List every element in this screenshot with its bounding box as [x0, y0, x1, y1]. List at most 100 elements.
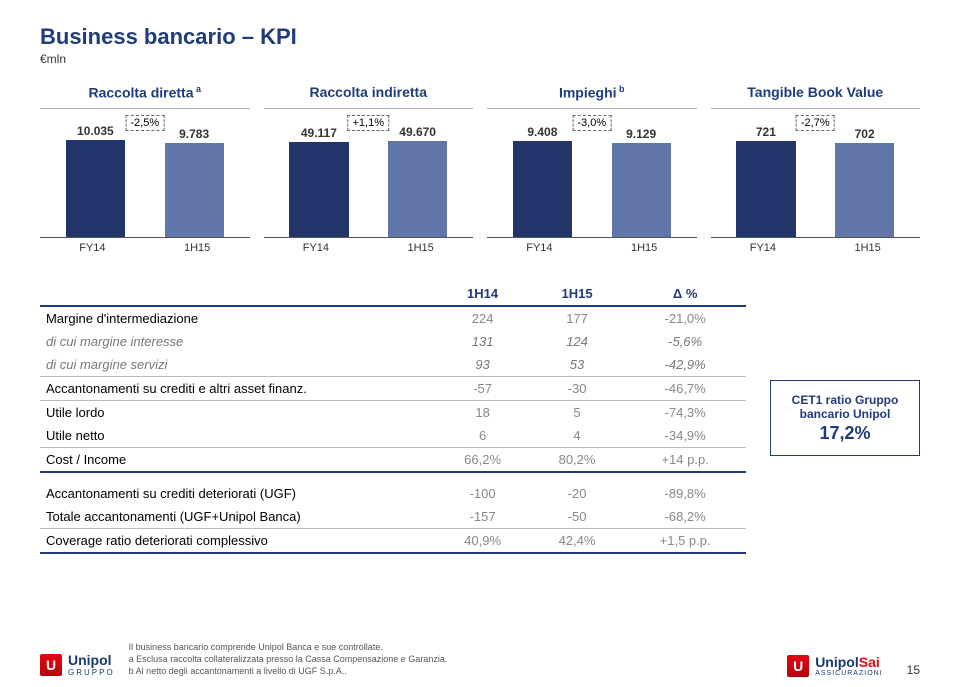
cell: -20 — [530, 482, 624, 505]
chart-area: -3,0% 9.408 9.129 — [487, 108, 697, 238]
bar: 721 — [717, 125, 816, 237]
cell: 93 — [435, 353, 529, 377]
axis-label: FY14 — [487, 242, 592, 254]
chart-delta-label: -2,7% — [796, 115, 835, 131]
chart-block: Impieghi b -3,0% 9.408 9.129 FY141H15 — [487, 84, 697, 254]
chart-axis-labels: FY141H15 — [487, 242, 697, 254]
axis-label: FY14 — [40, 242, 145, 254]
bar-value: 49.670 — [399, 125, 436, 139]
cell: -57 — [435, 377, 529, 401]
chart-delta-label: +1,1% — [348, 115, 390, 131]
bar: 9.129 — [592, 127, 691, 237]
table-row: di cui margine servizi9353-42,9% — [40, 353, 746, 377]
table-row: Utile netto64-34,9% — [40, 424, 746, 448]
bar-value: 9.408 — [527, 125, 557, 139]
cell: +1,5 p.p. — [624, 529, 746, 554]
logo-right-b: Sai — [859, 654, 880, 670]
cell: -5,6% — [624, 330, 746, 353]
table-row: Accantonamenti su crediti e altri asset … — [40, 377, 746, 401]
row-label: di cui margine servizi — [40, 353, 435, 377]
badge-line1: CET1 ratio Gruppo — [792, 393, 899, 407]
cet1-badge: CET1 ratio Gruppo bancario Unipol 17,2% — [770, 380, 920, 456]
bar-rect — [165, 143, 224, 237]
chart-title: Tangible Book Value — [747, 84, 883, 102]
cell: 224 — [435, 306, 529, 330]
cell: 42,4% — [530, 529, 624, 554]
badge-value: 17,2% — [819, 423, 870, 444]
bar-value: 9.129 — [626, 127, 656, 141]
cell: 5 — [530, 401, 624, 425]
bar-rect — [736, 141, 795, 237]
footnotes: Il business bancario comprende Unipol Ba… — [129, 641, 448, 677]
table-header: 1H15 — [530, 282, 624, 306]
cell: -157 — [435, 505, 529, 529]
row-label: Accantonamenti su crediti deteriorati (U… — [40, 482, 435, 505]
axis-label: FY14 — [264, 242, 369, 254]
footnote-1: Il business bancario comprende Unipol Ba… — [129, 641, 448, 653]
logo-right-a: Unipol — [815, 654, 859, 670]
chart-block: Raccolta diretta a -2,5% 10.035 9.783 FY141H… — [40, 84, 250, 254]
charts-row: Raccolta diretta a-2,5%10.0359.783FY141H… — [40, 84, 920, 254]
chart-axis-labels: FY141H15 — [711, 242, 921, 254]
chart-block: Tangible Book Value -2,7% 721 702 FY141H15 — [711, 84, 921, 254]
cell: 4 — [530, 424, 624, 448]
row-label: Coverage ratio deteriorati complessivo — [40, 529, 435, 554]
chart-title: Impieghi b — [559, 84, 625, 102]
cell: 66,2% — [435, 448, 529, 473]
table-row: di cui margine interesse131124-5,6% — [40, 330, 746, 353]
chart-title: Raccolta diretta a — [88, 84, 201, 102]
table-row: Cost / Income66,2%80,2%+14 p.p. — [40, 448, 746, 473]
axis-label: 1H15 — [145, 242, 250, 254]
row-label: Margine d'intermediazione — [40, 306, 435, 330]
cell: 177 — [530, 306, 624, 330]
table-row: Margine d'intermediazione224177-21,0% — [40, 306, 746, 330]
logo-unipol-gruppo: U Unipol GRUPPO — [40, 652, 115, 677]
table-header — [40, 282, 435, 306]
table-header: 1H14 — [435, 282, 529, 306]
bar-value: 9.783 — [179, 127, 209, 141]
cell: 53 — [530, 353, 624, 377]
cell: 124 — [530, 330, 624, 353]
page-number: 15 — [907, 663, 920, 677]
chart-title: Raccolta indiretta — [310, 84, 427, 102]
cell: -46,7% — [624, 377, 746, 401]
axis-label: 1H15 — [368, 242, 473, 254]
logo-u-icon-right: U — [787, 655, 809, 677]
table-row: Utile lordo185-74,3% — [40, 401, 746, 425]
bar-rect — [388, 141, 447, 238]
chart-area: -2,7% 721 702 — [711, 108, 921, 238]
logo-left-sub: GRUPPO — [68, 668, 115, 677]
footnote-3: b Al netto degli accantonamenti a livell… — [129, 665, 448, 677]
logo-right-sub: ASSICURAZIONI — [815, 670, 882, 677]
cell: -50 — [530, 505, 624, 529]
cell: -68,2% — [624, 505, 746, 529]
bar-value: 721 — [756, 125, 776, 139]
chart-delta-label: -3,0% — [572, 115, 611, 131]
page-subtitle: €mln — [40, 52, 920, 66]
axis-label: 1H15 — [815, 242, 920, 254]
footnote-2: a Esclusa raccolta collateralizzata pres… — [129, 653, 448, 665]
cell: -42,9% — [624, 353, 746, 377]
bar: 702 — [815, 127, 914, 237]
cell: -30 — [530, 377, 624, 401]
axis-label: 1H15 — [592, 242, 697, 254]
chart-delta-label: -2,5% — [125, 115, 164, 131]
chart-block: Raccolta indiretta +1,1%49.117 49.670 FY141… — [264, 84, 474, 254]
bar-rect — [835, 143, 894, 237]
badge-line2: bancario Unipol — [800, 407, 891, 421]
bar: 10.035 — [46, 124, 145, 237]
row-label: Cost / Income — [40, 448, 435, 473]
cell: -34,9% — [624, 424, 746, 448]
axis-label: FY14 — [711, 242, 816, 254]
logo-unipolsai: U UnipolSai ASSICURAZIONI — [787, 654, 882, 677]
cell: 18 — [435, 401, 529, 425]
bar-rect — [289, 142, 348, 237]
chart-axis-labels: FY141H15 — [264, 242, 474, 254]
bar-value: 10.035 — [77, 124, 114, 138]
bar-rect — [612, 143, 671, 237]
table-row: Coverage ratio deteriorati complessivo40… — [40, 529, 746, 554]
chart-area: -2,5% 10.035 9.783 — [40, 108, 250, 238]
cell: 6 — [435, 424, 529, 448]
chart-area: +1,1%49.117 49.670 — [264, 108, 474, 238]
bar: 49.117 — [270, 126, 369, 237]
